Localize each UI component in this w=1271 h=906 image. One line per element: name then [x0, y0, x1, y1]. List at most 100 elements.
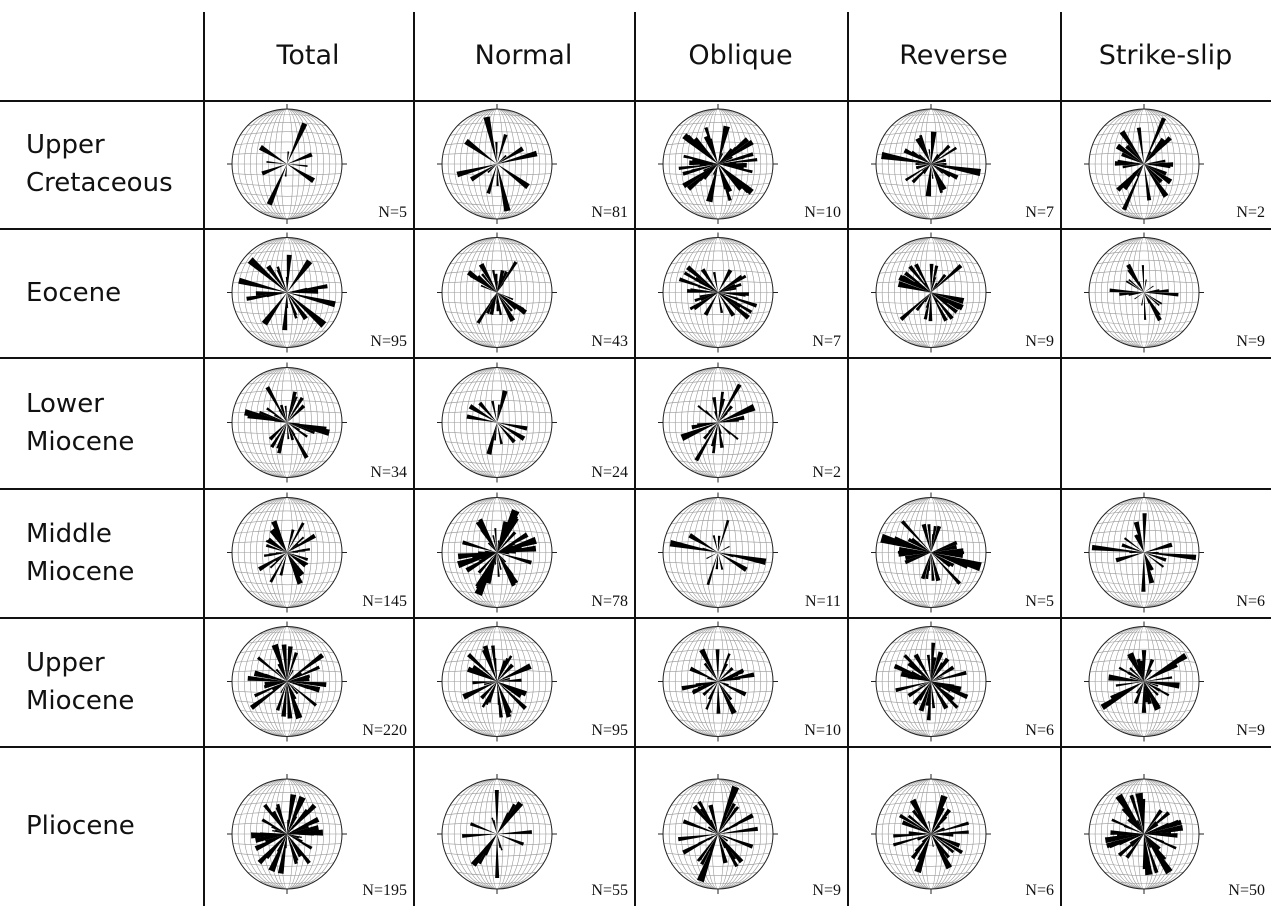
sample-count: N=81	[591, 204, 628, 221]
sample-count: N=9	[812, 882, 841, 899]
rose-diagram	[871, 104, 991, 224]
rose-cell: N=50	[1060, 746, 1271, 906]
rose-cell: N=5	[203, 100, 413, 228]
sample-count: N=195	[362, 882, 407, 899]
rose-diagram	[227, 774, 347, 894]
row-label: Pliocene	[26, 811, 135, 841]
column-divider	[634, 12, 636, 906]
row-label: Eocene	[26, 277, 122, 308]
sample-count: N=7	[812, 333, 841, 350]
rose-diagram	[658, 621, 778, 742]
row-divider	[0, 746, 1271, 748]
column-header: Strike-slip	[1098, 40, 1233, 71]
rose-cell: N=2	[634, 357, 847, 488]
sample-count: N=9	[1025, 333, 1054, 350]
column-header: Oblique	[688, 40, 793, 71]
rose-diagram	[227, 232, 347, 353]
rose-diagram	[658, 232, 778, 353]
column-header: Total	[276, 40, 340, 71]
rose-diagram	[871, 232, 991, 353]
rose-cell: N=6	[847, 746, 1060, 906]
sample-count: N=6	[1025, 882, 1054, 899]
rose-cell: N=9	[1060, 617, 1271, 746]
row-label: Lower Miocene	[26, 388, 135, 457]
rose-cell: N=78	[413, 488, 634, 617]
rose-cell: N=145	[203, 488, 413, 617]
sample-count: N=9	[1236, 333, 1265, 350]
rose-cell: N=7	[634, 228, 847, 357]
sample-count: N=5	[1025, 593, 1054, 610]
sample-count: N=50	[1228, 882, 1265, 899]
rose-diagram	[1084, 774, 1204, 894]
rose-diagram	[437, 492, 557, 613]
sample-count: N=6	[1025, 722, 1054, 739]
sample-count: N=11	[805, 593, 841, 610]
rose-cell: N=220	[203, 617, 413, 746]
sample-count: N=95	[591, 722, 628, 739]
row-divider	[0, 617, 1271, 619]
rose-diagram	[871, 621, 991, 742]
rose-cell: N=24	[413, 357, 634, 488]
column-divider	[847, 12, 849, 906]
rose-diagram	[871, 492, 991, 613]
sample-count: N=24	[591, 464, 628, 481]
column-header: Reverse	[899, 40, 1008, 71]
rose-cell: N=6	[847, 617, 1060, 746]
rose-cell: N=195	[203, 746, 413, 906]
sample-count: N=95	[370, 333, 407, 350]
rose-diagram	[437, 621, 557, 742]
rose-cell: N=9	[1060, 228, 1271, 357]
sample-count: N=2	[1236, 204, 1265, 221]
row-divider	[0, 488, 1271, 490]
rose-diagram	[437, 104, 557, 224]
row-divider	[0, 228, 1271, 230]
sample-count: N=9	[1236, 722, 1265, 739]
rose-cell: N=34	[203, 357, 413, 488]
rose-cell: N=11	[634, 488, 847, 617]
rose-diagram	[227, 104, 347, 224]
column-divider	[1060, 12, 1062, 906]
rose-diagram	[658, 104, 778, 224]
column-divider	[413, 12, 415, 906]
sample-count: N=145	[362, 593, 407, 610]
rose-cell: N=7	[847, 100, 1060, 228]
rose-diagram	[658, 492, 778, 613]
rose-cell: N=81	[413, 100, 634, 228]
rose-diagram	[227, 621, 347, 742]
rose-cell: N=95	[203, 228, 413, 357]
rose-diagram	[658, 362, 778, 483]
rose-cell: N=10	[634, 617, 847, 746]
sample-count: N=55	[591, 882, 628, 899]
row-label: Upper Cretaceous	[26, 130, 173, 198]
rose-diagram	[658, 774, 778, 894]
column-header: Normal	[474, 40, 573, 71]
rose-diagram	[437, 362, 557, 483]
rose-cell: N=95	[413, 617, 634, 746]
rose-cell: N=9	[847, 228, 1060, 357]
rose-diagram	[227, 362, 347, 483]
sample-count: N=220	[362, 722, 407, 739]
rose-cell: N=9	[634, 746, 847, 906]
rose-diagram	[1084, 232, 1204, 353]
sample-count: N=10	[804, 204, 841, 221]
sample-count: N=10	[804, 722, 841, 739]
rose-cell: N=55	[413, 746, 634, 906]
sample-count: N=43	[591, 333, 628, 350]
row-divider	[0, 100, 1271, 102]
rose-diagram	[437, 232, 557, 353]
rose-cell: N=6	[1060, 488, 1271, 617]
rose-diagram	[871, 774, 991, 894]
row-label: Middle Miocene	[26, 518, 135, 587]
rose-cell: N=10	[634, 100, 847, 228]
sample-count: N=2	[812, 464, 841, 481]
sample-count: N=6	[1236, 593, 1265, 610]
rose-diagram	[1084, 492, 1204, 613]
rose-diagram	[1084, 621, 1204, 742]
row-label: Upper Miocene	[26, 647, 135, 716]
rose-diagram	[1084, 104, 1204, 224]
rose-cell: N=2	[1060, 100, 1271, 228]
rose-cell: N=5	[847, 488, 1060, 617]
sample-count: N=34	[370, 464, 407, 481]
row-divider	[0, 357, 1271, 359]
